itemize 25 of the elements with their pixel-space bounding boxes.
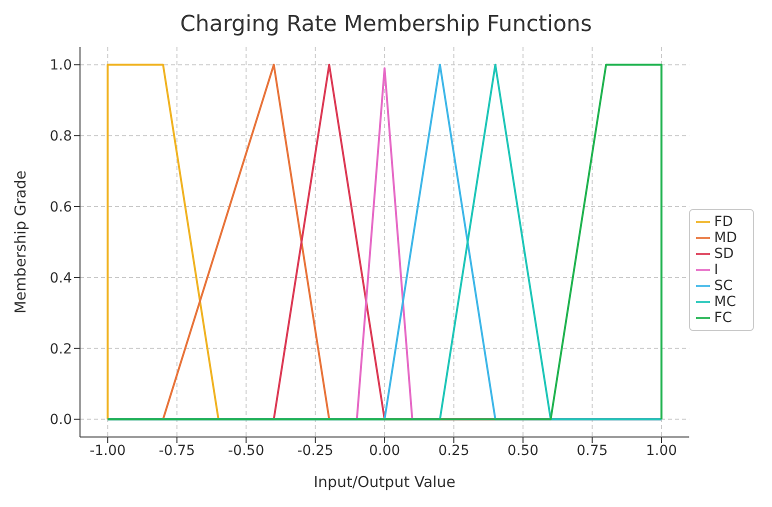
- x-tick-label: 0.25: [438, 442, 470, 459]
- legend-label: SC: [714, 278, 733, 294]
- y-axis-title: Membership Grade: [11, 170, 30, 314]
- x-tick-label: 0.50: [507, 442, 539, 459]
- x-tick-label: 0.75: [576, 442, 608, 459]
- x-tick-label: -0.25: [297, 442, 334, 459]
- legend-label: MD: [714, 230, 737, 246]
- y-tick-label: 0.6: [50, 200, 72, 216]
- x-tick-label: -1.00: [90, 442, 126, 459]
- x-axis-title: Input/Output Value: [314, 473, 456, 491]
- x-tick-label: 1.00: [646, 442, 678, 459]
- y-tick-label: 0.4: [50, 270, 72, 286]
- y-tick-label: 0.8: [50, 128, 72, 145]
- x-tick-label: -0.75: [158, 442, 196, 459]
- x-tick-label: 0.00: [368, 442, 400, 459]
- legend-label: I: [714, 262, 718, 278]
- chart-title: Charging Rate Membership Functions: [179, 11, 593, 39]
- y-tick-label: 0.2: [50, 341, 72, 358]
- x-tick-label: -0.50: [228, 442, 264, 459]
- y-tick-label: 0.0: [50, 412, 72, 428]
- legend-label: FC: [714, 310, 732, 326]
- legend-label: SD: [714, 246, 734, 262]
- legend-label: MC: [714, 294, 736, 310]
- y-tick-label: 1.0: [50, 58, 72, 74]
- legend-label: FD: [714, 214, 733, 230]
